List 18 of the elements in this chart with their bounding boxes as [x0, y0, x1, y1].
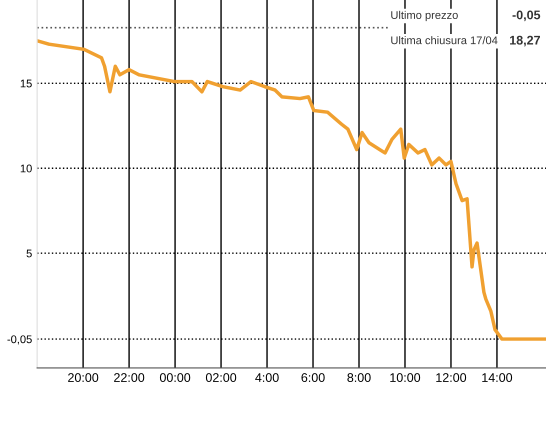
- y-tick-label: 10: [20, 164, 32, 172]
- x-tick-label: 00:00: [160, 373, 190, 382]
- x-tick-label: 22:00: [114, 373, 144, 382]
- x-tick-label: 20:00: [68, 373, 98, 382]
- x-tick-label: 6:00: [301, 373, 325, 382]
- y-tick-label: -0,05: [7, 335, 32, 345]
- y-tick-label: 5: [26, 250, 32, 258]
- x-tick-label: 14:00: [482, 373, 512, 382]
- annotation: Ultimo prezzo: [391, 10, 458, 22]
- x-tick-label: 12:00: [436, 373, 466, 382]
- y-tick-label: 15: [20, 80, 32, 88]
- x-tick-label: 8:00: [347, 373, 371, 382]
- x-tick-label: 4:00: [255, 373, 279, 382]
- annotation: Ultima chiusura 17/04: [391, 36, 498, 44]
- annotation: -0,05: [512, 10, 540, 22]
- annotation: 18,27: [510, 36, 540, 46]
- x-tick-label: 10:00: [390, 373, 420, 382]
- x-tick-label: 02:00: [206, 373, 236, 382]
